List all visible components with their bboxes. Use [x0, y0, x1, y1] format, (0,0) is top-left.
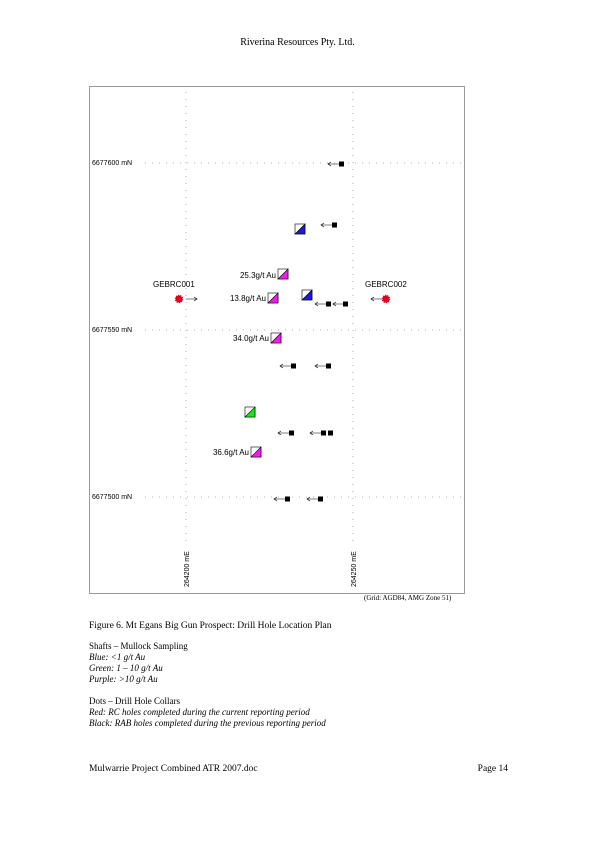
legend-green: Green: 1 – 10 g/t Au: [89, 663, 188, 674]
rab-arrow: [315, 302, 326, 306]
shaft-purple: [268, 293, 278, 303]
rab-collar: [326, 302, 331, 307]
rab-arrow: [321, 223, 332, 227]
rab-collar: [321, 431, 326, 436]
rab-collar: [289, 431, 294, 436]
assay-label: 25.3g/t Au: [240, 271, 276, 280]
assay-label: 34.0g/t Au: [233, 334, 269, 343]
rc-arrow: [186, 297, 197, 301]
shaft-purple: [278, 269, 288, 279]
rab-collar: [332, 223, 337, 228]
drill-hole-location-plan: 6677600 mN 6677550 mN 6677500 mN 264200 …: [89, 86, 465, 594]
figure-caption: Figure 6. Mt Egans Big Gun Prospect: Dri…: [89, 621, 332, 631]
rab-arrow: [274, 497, 285, 501]
grid-note: (Grid: AGD84, AMG Zone 51): [364, 594, 451, 602]
page-header: Riverina Resources Pty. Ltd.: [0, 37, 595, 48]
legend-shafts: Shafts – Mullock Sampling Blue: <1 g/t A…: [89, 641, 188, 685]
rab-collar: [339, 162, 344, 167]
rc-arrow: [371, 297, 382, 301]
rc-collar-gebrc001: [176, 296, 198, 303]
rab-arrow: [278, 431, 289, 435]
rab-arrow: [328, 162, 339, 166]
rab-arrows: [274, 162, 343, 501]
northing-label-6677500: 6677500 mN: [92, 494, 132, 501]
easting-label-264250: 264250 mE: [351, 551, 358, 587]
legend-purple: Purple: >10 g/t Au: [89, 674, 188, 685]
northing-label-6677550: 6677550 mN: [92, 327, 132, 334]
gridlines: [145, 92, 466, 547]
legend-dots: Dots – Drill Hole Collars Red: RC holes …: [89, 696, 326, 729]
rab-collar: [291, 364, 296, 369]
rab-collars: [285, 162, 348, 502]
hole-label-gebrc002: GEBRC002: [365, 280, 407, 289]
rc-collar-dot: [383, 296, 390, 303]
hole-label-gebrc001: GEBRC001: [153, 280, 195, 289]
shaft-green: [245, 407, 255, 417]
rc-collar-dot: [176, 296, 183, 303]
shaft-blue: [295, 224, 305, 234]
assay-label: 13.8g/t Au: [230, 294, 266, 303]
easting-label-264200: 264200 mE: [184, 551, 191, 587]
rc-collar-gebrc002: [371, 296, 390, 303]
rab-arrow: [307, 497, 318, 501]
footer-filename: Mulwarrie Project Combined ATR 2007.doc: [89, 764, 258, 774]
assay-label: 36.6g/t Au: [213, 448, 249, 457]
rab-collar: [343, 302, 348, 307]
northing-label-6677600: 6677600 mN: [92, 160, 132, 167]
plan-svg: 6677600 mN 6677550 mN 6677500 mN 264200 …: [90, 87, 466, 595]
rab-arrow: [333, 302, 343, 306]
rab-arrow: [315, 364, 326, 368]
rab-collar: [318, 497, 323, 502]
shaft-purple: [271, 333, 281, 343]
footer-page-number: Page 14: [478, 764, 508, 774]
rab-arrow: [310, 431, 321, 435]
shaft-blue: [302, 290, 312, 300]
legend-dots-title: Dots – Drill Hole Collars: [89, 696, 326, 707]
rab-collar: [285, 497, 290, 502]
legend-shafts-title: Shafts – Mullock Sampling: [89, 641, 188, 652]
rab-arrow: [280, 364, 291, 368]
shaft-purple: [251, 447, 261, 457]
legend-red: Red: RC holes completed during the curre…: [89, 707, 326, 718]
rab-collar: [328, 431, 333, 436]
rab-collar: [326, 364, 331, 369]
legend-blue: Blue: <1 g/t Au: [89, 652, 188, 663]
legend-black: Black: RAB holes completed during the pr…: [89, 718, 326, 729]
